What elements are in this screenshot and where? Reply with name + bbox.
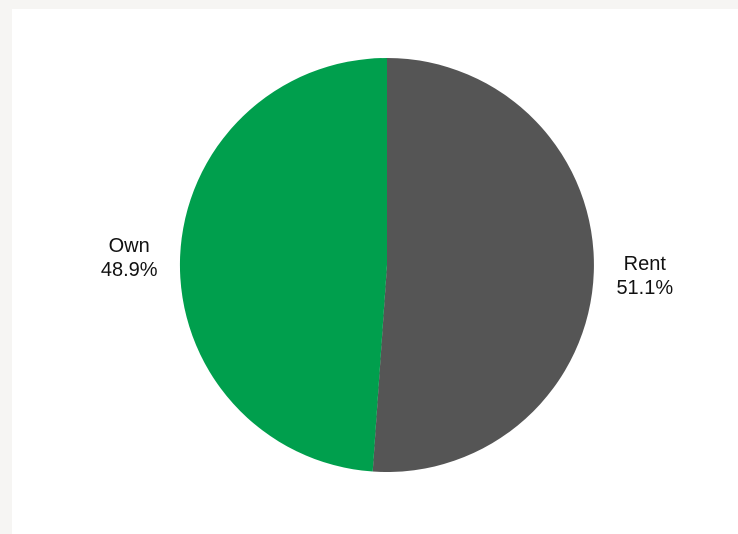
slice-value-rent: 51.1% (616, 277, 673, 299)
slice-category-own: Own (109, 235, 150, 257)
slice-labels: Rent 51.1% Own 48.9% (101, 235, 674, 299)
slice-category-rent: Rent (624, 253, 667, 275)
pie-slices (179, 58, 594, 472)
pie-slice-own (179, 58, 387, 472)
slice-value-own: 48.9% (101, 259, 158, 281)
slice-label-rent: Rent 51.1% (616, 253, 673, 299)
pie-slice-rent (372, 58, 594, 472)
slice-label-own: Own 48.9% (101, 235, 158, 281)
